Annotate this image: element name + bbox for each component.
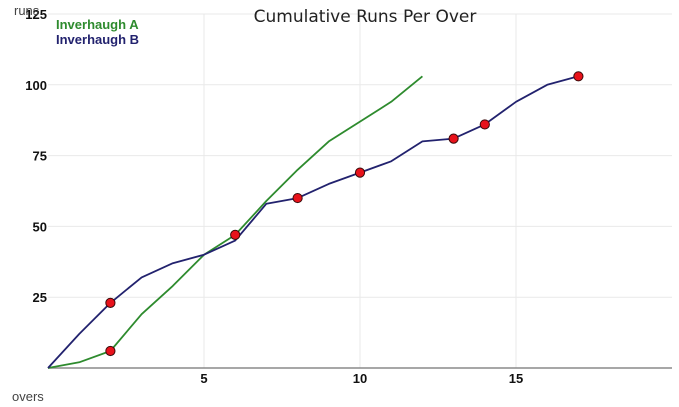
wicket-marker (292, 192, 303, 204)
wicket-marker (354, 167, 366, 178)
x-tick-label: 15 (509, 371, 523, 386)
wicket-marker (479, 119, 490, 130)
y-tick-label: 50 (33, 219, 47, 234)
wicket-marker (105, 297, 116, 308)
y-axis-label: runs (14, 3, 40, 18)
series-lines (47, 75, 579, 369)
series-line-1 (47, 75, 423, 369)
y-tick-label: 100 (25, 78, 47, 93)
tick-labels: 25 50 75 100 125 5 10 15 (25, 7, 523, 386)
wicket-marker (105, 345, 116, 357)
legend-entry-2: Inverhaugh B (56, 32, 139, 47)
grid (48, 13, 672, 368)
y-tick-label: 125 (25, 7, 47, 22)
chart-title: Cumulative Runs Per Over (254, 7, 477, 27)
x-tick-label: 5 (200, 371, 207, 386)
x-axis-label: overs (12, 389, 44, 404)
wicket-marker (230, 229, 241, 240)
wicket-marker (448, 133, 459, 144)
x-tick-label: 10 (353, 371, 367, 386)
y-tick-label: 25 (33, 290, 47, 305)
wicket-markers (105, 71, 584, 357)
y-tick-label: 75 (33, 149, 47, 164)
wicket-marker (573, 71, 584, 82)
series-line-2 (47, 75, 579, 369)
legend-entry-1: Inverhaugh A (56, 17, 139, 32)
